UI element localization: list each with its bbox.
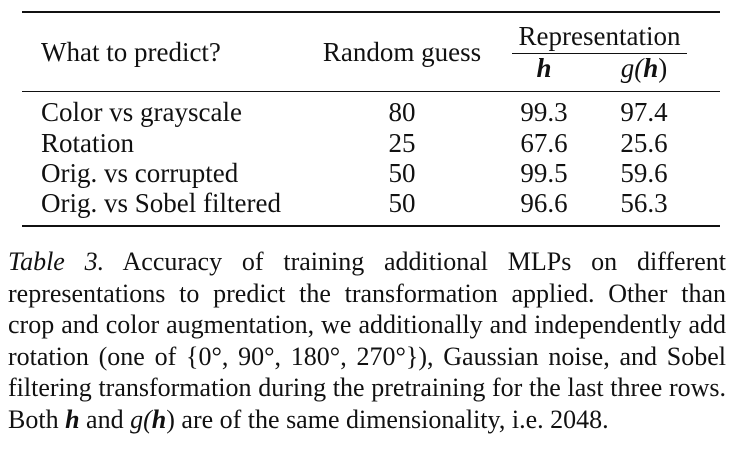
table-caption: Table 3. Accuracy of training additional… bbox=[8, 246, 726, 435]
table-mid-rule bbox=[22, 91, 720, 93]
header-g-prefix: g( bbox=[620, 53, 644, 83]
header-g-of-h: g(h) bbox=[600, 53, 688, 83]
row-h: 67.6 bbox=[520, 128, 568, 158]
header-representation: Representation bbox=[518, 21, 681, 51]
representation-subrule bbox=[512, 53, 687, 54]
row-label: Orig. vs corrupted bbox=[41, 158, 239, 188]
table-bottom-rule bbox=[22, 225, 720, 227]
caption-g-prefix: g( bbox=[130, 404, 152, 434]
row-gh: 25.6 bbox=[620, 128, 668, 158]
header-random-guess: Random guess bbox=[322, 37, 482, 67]
row-h: 96.6 bbox=[520, 188, 568, 218]
row-random: 80 bbox=[388, 97, 416, 127]
row-gh: 97.4 bbox=[620, 97, 668, 127]
row-label: Color vs grayscale bbox=[41, 97, 242, 127]
row-h: 99.3 bbox=[520, 97, 568, 127]
row-random: 25 bbox=[388, 128, 416, 158]
row-random: 50 bbox=[388, 188, 416, 218]
header-what-to-predict: What to predict? bbox=[41, 37, 221, 67]
row-gh: 56.3 bbox=[620, 188, 668, 218]
header-h: h bbox=[536, 53, 552, 83]
caption-g-suffix: ) bbox=[166, 404, 175, 434]
row-h: 99.5 bbox=[520, 158, 568, 188]
caption-text-b: and bbox=[79, 404, 131, 434]
caption-label: Table 3. bbox=[8, 247, 105, 276]
row-label: Rotation bbox=[41, 128, 134, 158]
row-label: Orig. vs Sobel filtered bbox=[41, 188, 281, 218]
caption-var-h: h bbox=[65, 404, 80, 434]
table-top-rule bbox=[22, 11, 720, 13]
row-random: 50 bbox=[388, 158, 416, 188]
header-g-suffix: ) bbox=[658, 53, 668, 83]
caption-text-a: Accuracy of training additional MLPs on … bbox=[8, 247, 726, 434]
caption-g-var: h bbox=[151, 404, 167, 434]
row-gh: 59.6 bbox=[620, 158, 668, 188]
header-g-var: h bbox=[643, 53, 659, 83]
caption-text-c: are of the same dimensionality, i.e. 204… bbox=[174, 404, 609, 434]
